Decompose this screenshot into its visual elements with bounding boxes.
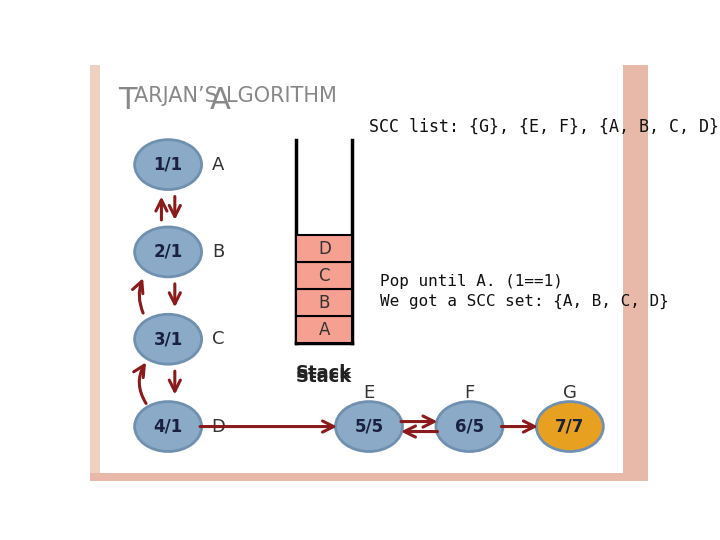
FancyBboxPatch shape [90,65,648,481]
Text: ARJAN’S: ARJAN’S [133,85,224,106]
Text: D: D [212,417,225,436]
Text: 6/5: 6/5 [455,417,484,436]
Circle shape [135,227,202,277]
Text: B: B [319,294,330,312]
Text: A: A [319,321,330,339]
Text: G: G [563,384,577,402]
Circle shape [336,402,402,451]
Text: F: F [464,384,474,402]
Text: 7/7: 7/7 [555,417,585,436]
Circle shape [135,140,202,190]
Text: LGORITHM: LGORITHM [225,85,336,106]
Bar [297,289,352,316]
Text: D: D [318,240,330,258]
Text: B: B [212,243,225,261]
Circle shape [536,402,603,451]
Text: 1/1: 1/1 [153,156,183,173]
Text: A: A [212,156,225,173]
Bar [297,262,352,289]
Text: A: A [210,85,231,114]
Bar [297,235,352,262]
Text: T: T [118,85,136,114]
Text: We got a SCC set: {A, B, C, D}: We got a SCC set: {A, B, C, D} [380,294,669,309]
Text: SCC list: {G}, {E, F}, {A, B, C, D}: SCC list: {G}, {E, F}, {A, B, C, D} [369,118,719,136]
Bar [90,65,100,473]
Text: 3/1: 3/1 [153,330,183,348]
Circle shape [135,402,202,451]
Text: C: C [212,330,225,348]
Text: C: C [319,267,330,285]
Bar [297,316,352,343]
Bar [90,473,623,481]
Text: 5/5: 5/5 [354,417,384,436]
Text: 4/1: 4/1 [153,417,183,436]
Bar [623,65,648,481]
Circle shape [436,402,503,451]
Text: 2/1: 2/1 [153,243,183,261]
Text: Stack: Stack [296,368,353,386]
Text: E: E [364,384,374,402]
Circle shape [135,314,202,364]
Text: Pop until A. (1==1): Pop until A. (1==1) [380,274,563,288]
Text: Stack: Stack [296,364,353,382]
